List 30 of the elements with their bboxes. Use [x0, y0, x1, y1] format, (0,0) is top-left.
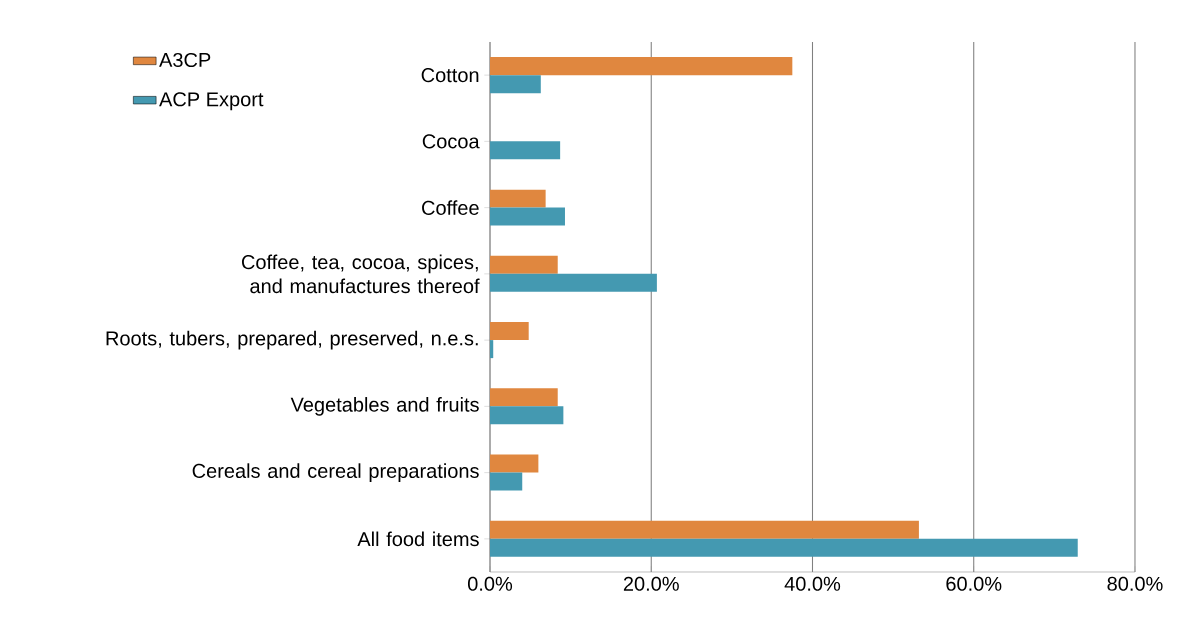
bar	[490, 57, 793, 76]
bar	[490, 454, 539, 473]
x-tick-label: 0.0%	[467, 576, 513, 591]
bar	[490, 388, 558, 407]
x-tick-label: 60.0%	[946, 576, 1002, 591]
y-tick-label: Cereals and cereal preparations	[192, 463, 479, 482]
bar	[490, 255, 558, 274]
y-tick-label: Cotton	[421, 68, 479, 83]
bar	[490, 538, 1078, 557]
bar	[490, 520, 919, 539]
y-tick-label: All food items	[357, 531, 479, 547]
legend-label: ACP Export	[159, 92, 264, 111]
bar	[490, 472, 523, 491]
x-tick-label: 80.0%	[1107, 576, 1163, 591]
y-tick-label: Coffee, tea, cocoa, spices, and manufactures thereof	[241, 254, 480, 294]
bar	[490, 141, 561, 160]
bar	[490, 273, 657, 292]
x-tick-label: 40.0%	[784, 576, 841, 591]
bar	[490, 340, 494, 359]
bar	[490, 207, 565, 226]
y-tick-label: Roots, tubers, prepared, preserved, n.e.s.	[106, 330, 478, 350]
y-tick-label: Coffee	[422, 200, 479, 215]
bar	[490, 322, 529, 341]
bar	[490, 189, 546, 208]
x-tick-label: 20.0%	[623, 576, 679, 591]
bar	[490, 406, 564, 425]
y-tick-label: Cocoa	[422, 134, 480, 149]
bar	[490, 75, 541, 94]
legend-label: A3CP	[159, 52, 211, 68]
y-tick-label: Vegetables and fruits	[290, 397, 479, 416]
